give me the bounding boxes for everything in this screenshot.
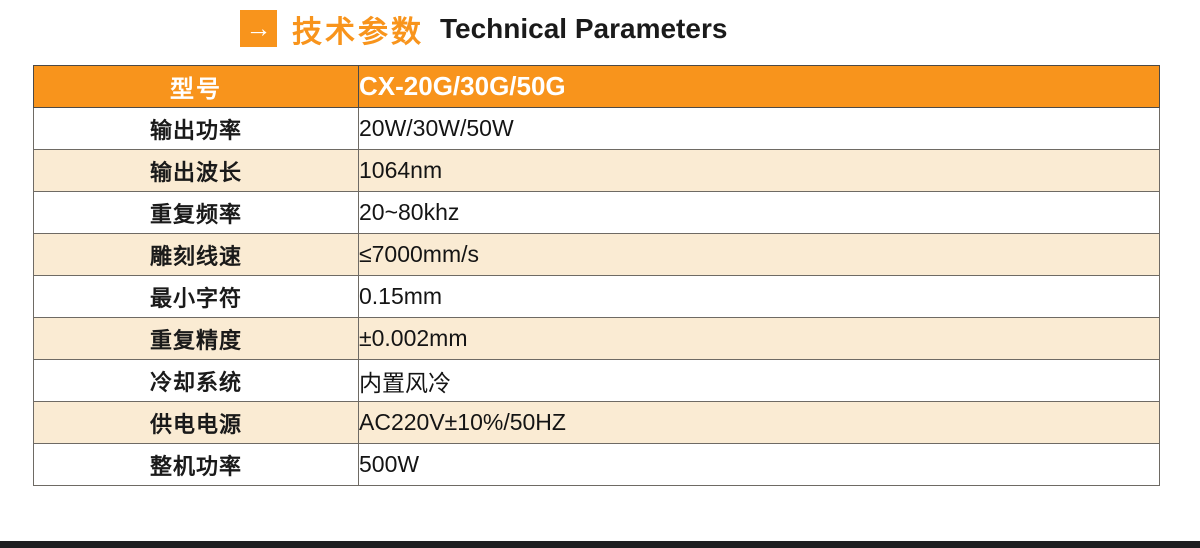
spec-table: 型号 CX-20G/30G/50G 输出功率 20W/30W/50W 输出波长 … (33, 65, 1160, 486)
table-row: 重复频率 20~80khz (33, 191, 1160, 234)
param-label-cell: 雕刻线速 (33, 233, 359, 276)
param-value-cell: 0.15mm (358, 275, 1160, 318)
param-value-cell: ±0.002mm (358, 317, 1160, 360)
param-value-cell: 内置风冷 (358, 359, 1160, 402)
model-header-cell: 型号 (33, 65, 359, 108)
param-value-cell: 20~80khz (358, 191, 1160, 234)
table-row: 供电电源 AC220V±10%/50HZ (33, 401, 1160, 444)
arrow-right-icon: → (240, 10, 277, 47)
param-label-cell: 冷却系统 (33, 359, 359, 402)
table-row: 雕刻线速 ≤7000mm/s (33, 233, 1160, 276)
param-value-cell: AC220V±10%/50HZ (358, 401, 1160, 444)
table-row: 输出功率 20W/30W/50W (33, 107, 1160, 150)
arrow-glyph: → (245, 12, 272, 43)
param-label-cell: 重复精度 (33, 317, 359, 360)
table-row: 整机功率 500W (33, 443, 1160, 486)
table-row: 最小字符 0.15mm (33, 275, 1160, 318)
param-value-cell: ≤7000mm/s (358, 233, 1160, 276)
footer-bar (0, 541, 1200, 548)
section-title-english: Technical Parameters (440, 12, 728, 44)
model-number-cell: CX-20G/30G/50G (358, 65, 1160, 108)
section-title-chinese: 技术参数 (292, 15, 424, 49)
param-value-cell: 500W (358, 443, 1160, 486)
param-label-cell: 重复频率 (33, 191, 359, 234)
table-row: 重复精度 ±0.002mm (33, 317, 1160, 360)
param-value-cell: 20W/30W/50W (358, 107, 1160, 150)
param-label-cell: 供电电源 (33, 401, 359, 444)
table-row: 冷却系统 内置风冷 (33, 359, 1160, 402)
param-value-cell: 1064nm (358, 149, 1160, 192)
param-label-cell: 输出功率 (33, 107, 359, 150)
param-label-cell: 整机功率 (33, 443, 359, 486)
param-label-cell: 最小字符 (33, 275, 359, 318)
table-row: 输出波长 1064nm (33, 149, 1160, 192)
param-label-cell: 输出波长 (33, 149, 359, 192)
section-header: → 技术参数 Technical Parameters (240, 10, 728, 49)
table-header-row: 型号 CX-20G/30G/50G (33, 65, 1160, 108)
